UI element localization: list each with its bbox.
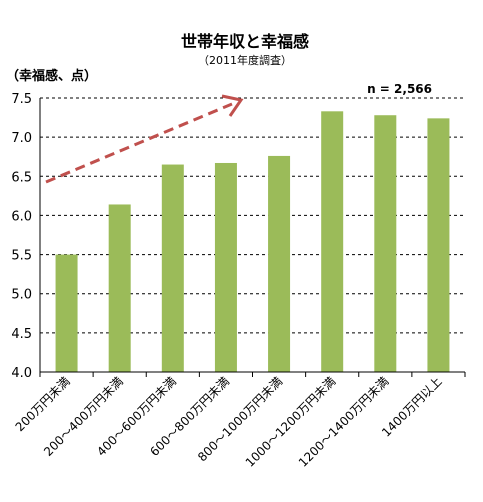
y-tick-label: 4.5 <box>11 327 32 342</box>
y-tick-label: 4.0 <box>11 366 32 381</box>
x-tick-label: 1000～1200万円未満 <box>243 374 339 470</box>
bar <box>321 111 344 373</box>
chart-subtitle: （2011年度調査） <box>198 53 292 67</box>
y-tick-labels: 4.0 4.5 5.0 5.5 6.0 6.5 7.0 7.5 <box>11 92 32 381</box>
bar <box>427 118 450 373</box>
bars <box>55 111 450 373</box>
gridlines <box>40 97 465 334</box>
bar <box>55 254 78 372</box>
y-tick-label: 5.5 <box>11 249 32 264</box>
y-tick-label: 5.0 <box>11 288 32 303</box>
y-axis-label: （幸福感、点） <box>6 68 97 84</box>
trend-arrow-line <box>45 102 233 184</box>
y-tick-label: 6.5 <box>11 170 32 185</box>
y-tick-label: 7.5 <box>11 92 32 107</box>
bar <box>214 162 237 372</box>
trend-arrow <box>45 94 244 184</box>
axes <box>39 98 466 377</box>
x-tick-label: 1200～1400万円未満 <box>296 374 392 470</box>
bar <box>108 204 131 372</box>
x-tick-labels: 200万円未満200～400万円未満400～600万円未満600～800万円未満… <box>13 374 445 470</box>
trend-arrow-head <box>221 94 244 117</box>
sample-size-annotation: n = 2,566 <box>367 82 432 96</box>
y-tick-label: 6.0 <box>11 209 32 224</box>
bar <box>374 115 397 373</box>
bar <box>268 155 291 372</box>
y-tick-label: 7.0 <box>11 131 32 146</box>
chart-title: 世帯年収と幸福感 <box>181 32 309 51</box>
bar <box>161 164 184 372</box>
